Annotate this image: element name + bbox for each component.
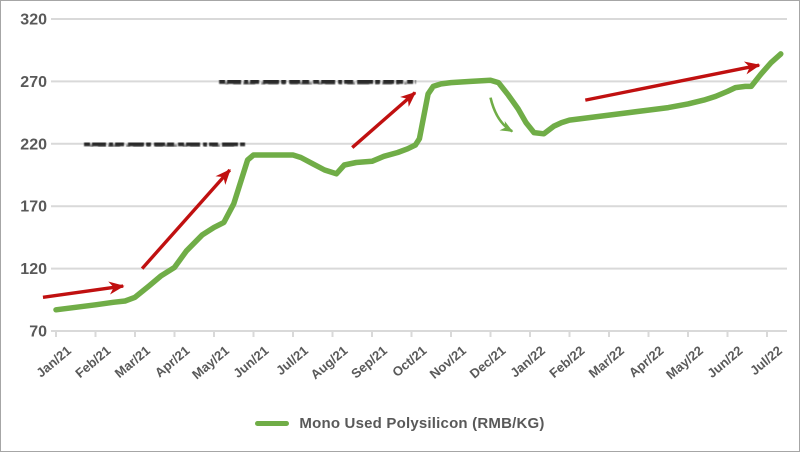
legend-line-swatch — [255, 420, 290, 426]
x-axis-label: Jul/22 — [747, 343, 785, 378]
price-line — [53, 51, 784, 313]
y-axis-label: 270 — [20, 74, 47, 91]
x-axis-label: Apr/21 — [152, 343, 193, 381]
x-axis-label: Mar/22 — [586, 343, 627, 381]
trend-arrow-up — [351, 91, 417, 149]
y-axis-label: 120 — [20, 261, 47, 278]
y-axis-label: 70 — [29, 324, 47, 341]
drop-arrow — [489, 97, 514, 133]
x-axis-label: Jun/21 — [230, 343, 271, 381]
x-axis-label: Jan/21 — [33, 343, 74, 381]
x-axis-label: Dec/21 — [467, 343, 509, 381]
x-axis-label: Jul/21 — [273, 343, 311, 378]
x-axis-label: Jan/22 — [507, 343, 548, 381]
redacted-annotation — [84, 141, 246, 148]
legend: Mono Used Polysilicon (RMB/KG) — [1, 411, 799, 435]
trend-arrow-up — [584, 61, 761, 102]
trend-arrow-up — [42, 281, 125, 299]
y-axis-label: 170 — [20, 199, 47, 216]
legend-label: Mono Used Polysilicon (RMB/KG) — [299, 414, 545, 432]
y-axis-label: 220 — [20, 136, 47, 153]
x-axis-label: Jun/22 — [704, 343, 745, 381]
y-axis-label: 320 — [20, 12, 47, 29]
x-axis-label: May/22 — [663, 343, 706, 382]
x-axis-label: Aug/21 — [308, 343, 351, 382]
x-axis-label: Mar/21 — [112, 343, 153, 381]
x-axis-label: Oct/21 — [389, 343, 429, 380]
x-axis-label: Feb/21 — [72, 343, 113, 381]
x-axis-label: Feb/22 — [546, 343, 587, 381]
redacted-annotation — [219, 78, 416, 85]
trend-arrow-up — [140, 168, 232, 270]
x-axis-label: May/21 — [189, 343, 232, 382]
x-axis-label: Sep/21 — [348, 343, 390, 381]
x-axis-label: Apr/22 — [626, 343, 667, 381]
polysilicon-price-chart: 70120170220270320Jan/21Feb/21Mar/21Apr/2… — [20, 12, 787, 382]
x-axis-label: Nov/21 — [427, 343, 469, 382]
